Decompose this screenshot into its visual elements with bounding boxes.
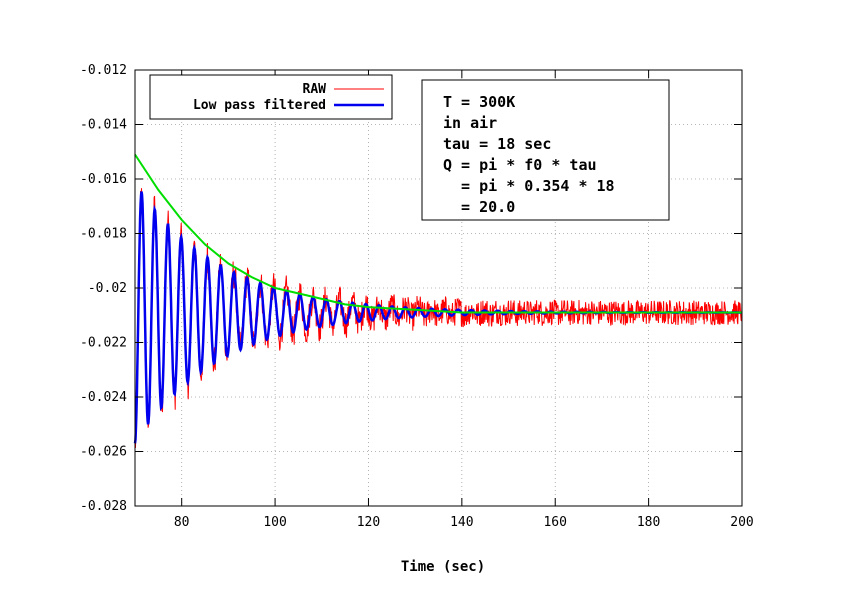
y-tick-label: -0.02 <box>88 281 127 296</box>
y-tick-label: -0.018 <box>80 227 127 242</box>
legend-label-filtered: Low pass filtered <box>193 98 326 113</box>
annotation-frame <box>421 79 670 221</box>
series-line-fit-envelope <box>134 153 742 314</box>
x-tick-label: 160 <box>543 515 566 530</box>
y-tick-label: -0.016 <box>80 172 127 187</box>
legend: RAW Low pass filtered <box>149 74 393 120</box>
annotation-line: tau = 18 sec <box>443 135 551 153</box>
plot-area <box>133 153 743 448</box>
series-line-raw <box>134 188 743 448</box>
x-tick-label: 140 <box>450 515 473 530</box>
legend-box <box>149 74 393 120</box>
x-tick-label: 80 <box>174 515 190 530</box>
annotation-line: = 20.0 <box>443 198 515 216</box>
annotation-line: T = 300K <box>443 93 515 111</box>
x-tick-label: 120 <box>357 515 380 530</box>
axis-ticks: -0.028 -0.026 -0.024 -0.022 -0.02 -0.018 -0.01… <box>80 63 754 530</box>
annotation-line: Q = pi * f0 * tau <box>443 156 597 174</box>
y-tick-label: -0.024 <box>80 390 127 405</box>
y-tick-label: -0.026 <box>80 445 127 460</box>
annotation-box: T = 300K in air tau = 18 sec Q = pi * f0… <box>421 79 670 221</box>
y-tick-label: -0.014 <box>80 118 127 133</box>
annotation-line: in air <box>443 114 497 132</box>
legend-label-raw: RAW <box>303 82 327 97</box>
annotation-line: = pi * 0.354 * 18 <box>443 177 615 195</box>
y-tick-label: -0.012 <box>80 63 127 78</box>
x-tick-label: 180 <box>637 515 660 530</box>
y-tick-label: -0.028 <box>80 499 127 514</box>
x-tick-label: 200 <box>730 515 753 530</box>
y-tick-label: -0.022 <box>80 336 127 351</box>
x-tick-label: 100 <box>263 515 286 530</box>
x-axis-title: Time (sec) <box>401 559 485 575</box>
